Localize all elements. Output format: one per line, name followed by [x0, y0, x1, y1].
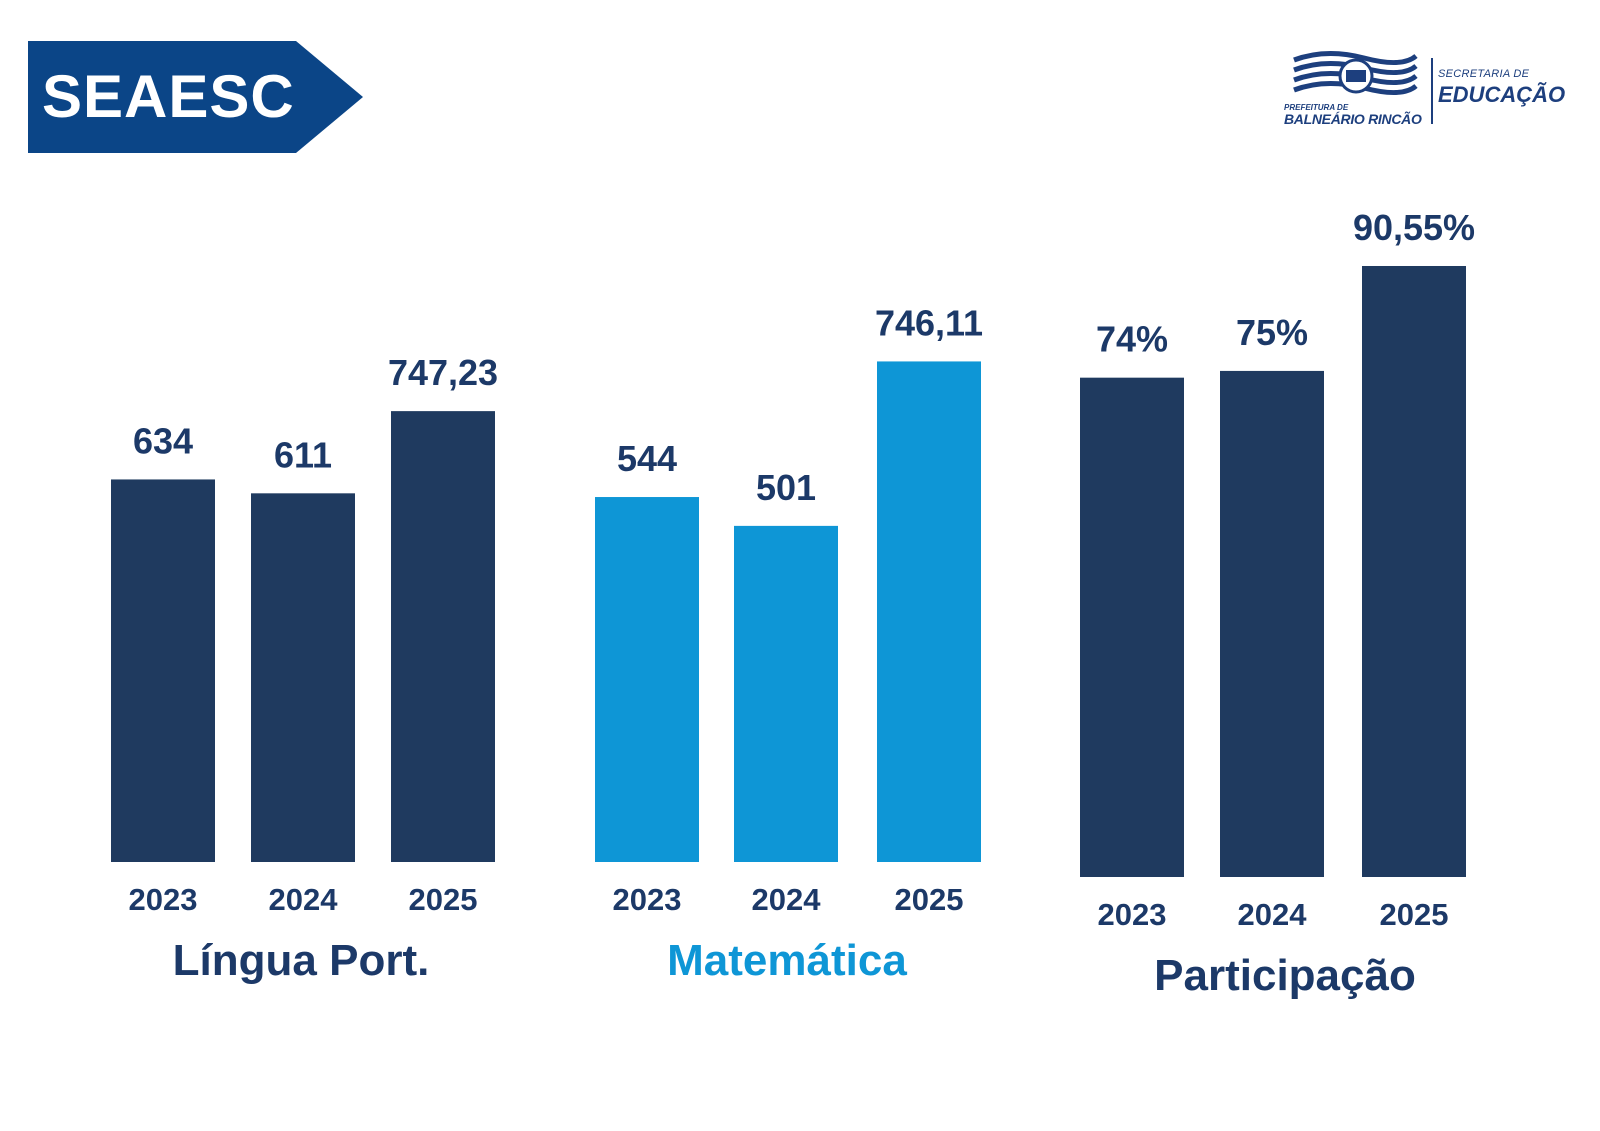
x-tick-label: 2023 [1098, 897, 1167, 932]
data-label: 501 [756, 467, 816, 508]
x-tick-label: 2025 [895, 882, 964, 917]
city-emblem-icon [1293, 50, 1418, 95]
x-tick-label: 2024 [752, 882, 822, 917]
bar [1080, 377, 1184, 877]
x-tick-label: 2025 [1380, 897, 1449, 932]
x-tick-label: 2023 [613, 882, 682, 917]
data-label: 611 [274, 434, 332, 475]
seaesc-banner: SEAESC [28, 41, 363, 153]
x-tick-label: 2023 [129, 882, 198, 917]
bar [391, 411, 495, 862]
logo-prefeitura-text: PREFEITURA DE [1284, 103, 1349, 112]
bar [111, 479, 215, 862]
data-label: 746,11 [875, 302, 983, 343]
banner-arrow-polygon [28, 41, 363, 153]
banner-arrow-shape [28, 41, 363, 153]
x-tick-label: 2024 [1238, 897, 1308, 932]
logo-secretaria-text: SECRETARIA DE [1438, 68, 1530, 80]
data-label: 75% [1236, 312, 1308, 353]
bar [734, 525, 838, 862]
bar [595, 497, 699, 862]
data-label: 74% [1096, 319, 1168, 360]
x-tick-label: 2025 [409, 882, 478, 917]
data-label: 747,23 [388, 352, 498, 393]
chart-title: Matemática [667, 936, 907, 985]
banner-title: SEAESC [42, 63, 295, 130]
data-label: 634 [133, 420, 193, 461]
logo-divider [1431, 58, 1433, 124]
data-label: 544 [617, 438, 677, 479]
chart-title: Língua Port. [173, 936, 430, 985]
x-tick-label: 2024 [269, 882, 339, 917]
data-label: 90,55% [1353, 207, 1475, 248]
bar [1220, 370, 1324, 877]
prefeitura-logo: PREFEITURA DE BALNEÁRIO RINCÃO SECRETARI… [1284, 42, 1566, 132]
bar [1362, 265, 1466, 878]
logo-city-text: BALNEÁRIO RINCÃO [1284, 111, 1422, 127]
bar [251, 493, 355, 862]
logo-educacao-text: EDUCAÇÃO [1438, 82, 1566, 107]
bar [877, 361, 981, 862]
chart-title: Participação [1154, 951, 1416, 1000]
